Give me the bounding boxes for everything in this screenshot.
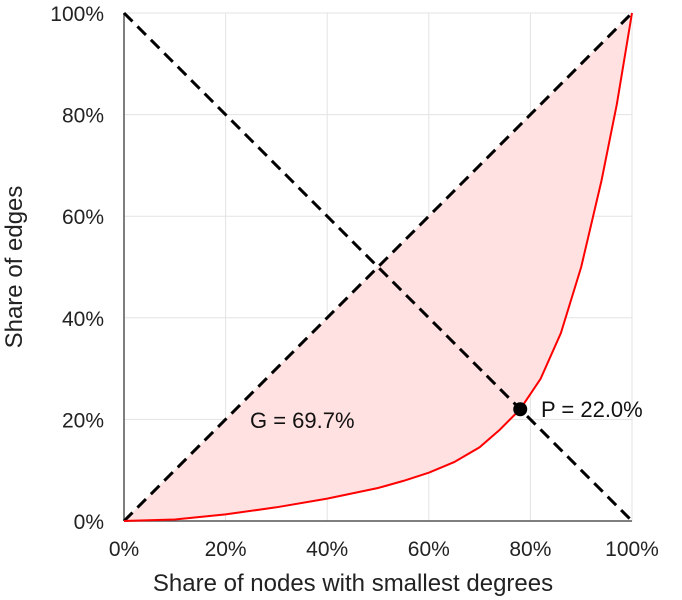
y-axis-title: Share of edges xyxy=(1,186,28,349)
y-tick-label: 60% xyxy=(62,206,104,229)
equality-line xyxy=(122,11,634,523)
lorenz-curve xyxy=(123,12,633,522)
y-tick-labels: 0% 20% 40% 60% 80% 100% xyxy=(50,3,104,534)
pietra-annotation: P = 22.0% xyxy=(541,397,643,422)
intersection-point xyxy=(513,402,528,417)
y-tick-label: 0% xyxy=(74,511,104,534)
x-tick-label: 40% xyxy=(306,538,348,561)
x-tick-label: 80% xyxy=(509,538,551,561)
x-tick-labels: 0% 20% 40% 60% 80% 100% xyxy=(109,538,659,561)
x-tick-label: 0% xyxy=(109,538,139,561)
y-tick-label: 80% xyxy=(62,105,104,128)
x-tick-label: 100% xyxy=(605,538,659,561)
y-tick-label: 20% xyxy=(62,409,104,432)
x-tick-label: 60% xyxy=(408,538,450,561)
x-axis-title: Share of nodes with smallest degrees xyxy=(153,570,553,597)
y-tick-label: 40% xyxy=(62,308,104,331)
y-tick-label: 100% xyxy=(50,3,104,26)
x-tick-label: 20% xyxy=(205,538,247,561)
gini-annotation: G = 69.7% xyxy=(250,408,355,433)
anti-diagonal-line xyxy=(122,11,634,523)
